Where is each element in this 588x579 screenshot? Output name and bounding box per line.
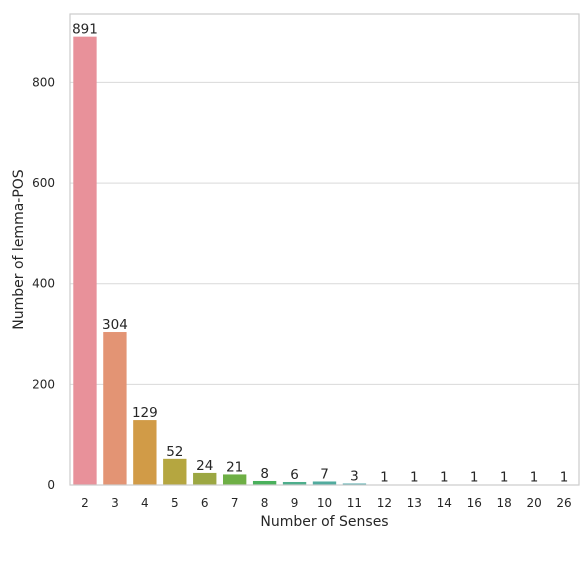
x-tick-label: 18 <box>497 496 512 510</box>
y-tick-label: 600 <box>32 176 55 190</box>
y-axis-label: Number of lemma-POS <box>11 169 27 330</box>
x-tick-label: 2 <box>81 496 89 510</box>
bars <box>73 36 576 486</box>
x-tick-label: 13 <box>407 496 422 510</box>
bar <box>312 481 337 485</box>
bar <box>163 458 187 485</box>
bar-value-label: 1 <box>470 469 479 485</box>
plot-frame <box>69 13 580 486</box>
bar-value-label: 24 <box>196 458 213 474</box>
bar <box>193 472 217 485</box>
y-tick-label: 200 <box>32 377 55 391</box>
bar-value-label: 1 <box>530 469 539 485</box>
x-tick-label: 26 <box>556 496 571 510</box>
bar-value-label: 6 <box>290 467 299 483</box>
bar-value-label: 21 <box>226 459 243 475</box>
bar-value-label: 304 <box>102 317 128 333</box>
bar-value-label: 1 <box>380 469 389 485</box>
bar-value-label: 891 <box>72 22 98 38</box>
x-tick-label: 5 <box>171 496 179 510</box>
x-axis-ticks: 2 3 4 5 6 7 8 9 10 11 12 13 14 16 18 20 26 <box>81 496 572 510</box>
x-tick-label: 9 <box>291 496 299 510</box>
bar-value-label: 52 <box>166 444 183 460</box>
bar <box>342 483 367 485</box>
bar <box>133 420 157 485</box>
bar <box>222 474 247 485</box>
y-axis-ticks: 0 200 400 600 800 <box>32 75 55 492</box>
x-tick-label: 3 <box>111 496 119 510</box>
bar-value-label: 7 <box>320 466 329 482</box>
bar-value-label: 1 <box>560 469 569 485</box>
x-tick-label: 11 <box>347 496 362 510</box>
x-tick-label: 12 <box>377 496 392 510</box>
x-axis-label: Number of Senses <box>260 514 388 530</box>
x-tick-label: 14 <box>437 496 452 510</box>
bar <box>252 480 277 485</box>
bar <box>73 36 97 486</box>
y-tick-label: 800 <box>32 75 55 89</box>
bar-value-label: 8 <box>260 466 269 482</box>
x-tick-label: 20 <box>526 496 541 510</box>
bar <box>282 481 307 485</box>
bar-value-label: 129 <box>132 405 158 421</box>
bar-value-label: 1 <box>500 469 509 485</box>
bar-value-label: 1 <box>440 469 449 485</box>
x-tick-label: 4 <box>141 496 149 510</box>
x-tick-label: 7 <box>231 496 239 510</box>
x-tick-label: 8 <box>261 496 269 510</box>
bar <box>103 332 127 485</box>
bar-value-label: 3 <box>350 468 359 484</box>
y-tick-label: 0 <box>47 478 55 492</box>
x-tick-label: 16 <box>467 496 482 510</box>
data-labels: 891 304 129 52 24 21 8 6 7 3 1 1 1 1 1 1 1 <box>72 22 568 486</box>
y-tick-label: 400 <box>32 277 55 291</box>
x-tick-label: 6 <box>201 496 209 510</box>
x-tick-label: 10 <box>317 496 332 510</box>
bar-value-label: 1 <box>410 469 419 485</box>
